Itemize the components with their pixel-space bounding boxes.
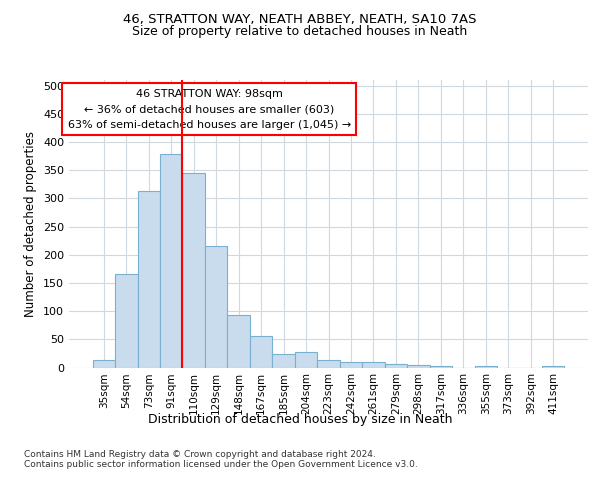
Text: 46, STRATTON WAY, NEATH ABBEY, NEATH, SA10 7AS: 46, STRATTON WAY, NEATH ABBEY, NEATH, SA…: [123, 12, 477, 26]
Text: Contains HM Land Registry data © Crown copyright and database right 2024.
Contai: Contains HM Land Registry data © Crown c…: [24, 450, 418, 469]
Bar: [362, 362, 385, 368]
Bar: [295, 352, 317, 368]
Bar: [385, 364, 407, 368]
Bar: [542, 366, 565, 368]
Bar: [407, 364, 430, 368]
Bar: [182, 173, 205, 368]
Bar: [115, 274, 137, 368]
Bar: [250, 336, 272, 368]
Bar: [317, 360, 340, 368]
Bar: [430, 366, 452, 368]
Bar: [205, 246, 227, 368]
Bar: [272, 354, 295, 368]
Bar: [92, 360, 115, 368]
Text: Distribution of detached houses by size in Neath: Distribution of detached houses by size …: [148, 412, 452, 426]
Bar: [475, 366, 497, 368]
Y-axis label: Number of detached properties: Number of detached properties: [25, 130, 37, 317]
Bar: [340, 362, 362, 368]
Bar: [160, 154, 182, 368]
Bar: [137, 191, 160, 368]
Bar: [227, 315, 250, 368]
Text: 46 STRATTON WAY: 98sqm
← 36% of detached houses are smaller (603)
63% of semi-de: 46 STRATTON WAY: 98sqm ← 36% of detached…: [68, 88, 351, 130]
Text: Size of property relative to detached houses in Neath: Size of property relative to detached ho…: [133, 25, 467, 38]
